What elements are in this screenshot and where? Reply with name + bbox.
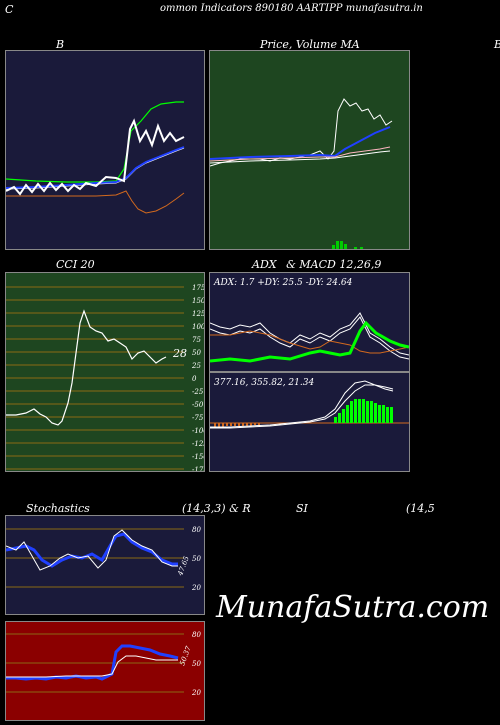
cci-tick-label: -75 bbox=[192, 414, 204, 422]
bollinger-title: B bbox=[56, 38, 65, 51]
price-title-c: MA bbox=[340, 38, 360, 51]
cci-grid bbox=[6, 286, 184, 470]
stoch-panel: 80 50 20 47.65 bbox=[5, 515, 205, 615]
adx-values-text: ADX: 1.7 +DY: 25.5 -DY: 24.64 bbox=[213, 278, 353, 288]
rsi-tick-20: 20 bbox=[191, 689, 201, 697]
watermark: MunafaSutra.com bbox=[216, 590, 490, 625]
rsi-params: (14,5 bbox=[406, 502, 435, 515]
price-title-b: Volume bbox=[295, 38, 337, 51]
stoch-tick-50: 50 bbox=[192, 555, 201, 563]
volume-bars bbox=[332, 241, 363, 249]
rsi-title: SI bbox=[296, 502, 308, 515]
rsi-blue-line bbox=[6, 644, 179, 681]
rsi-value-label: 50.37 bbox=[178, 645, 193, 667]
cci-tick-label: -100 bbox=[192, 427, 204, 435]
rsi-panel: 80 50 20 50.37 bbox=[5, 621, 205, 721]
price-panel bbox=[209, 50, 410, 250]
rsi-tick-50: 50 bbox=[192, 660, 201, 668]
macd-histogram-pos bbox=[334, 399, 393, 423]
cci-tick-label: 125 bbox=[192, 310, 204, 318]
macd-values-text: 377.16, 355.82, 21.34 bbox=[214, 378, 314, 388]
header-left-label: C bbox=[5, 3, 14, 16]
price-title: Price, Volume MA bbox=[260, 38, 360, 51]
cci-tick-label: -50 bbox=[192, 401, 204, 409]
cci-tick-label: -150 bbox=[192, 453, 204, 461]
ma-line-1 bbox=[210, 126, 391, 160]
adx-orange-line bbox=[210, 330, 409, 354]
price-chart bbox=[210, 98, 393, 249]
bollinger-price-line bbox=[6, 118, 185, 196]
stoch-chart: 80 50 20 47.65 bbox=[6, 526, 201, 592]
stoch-d-line bbox=[6, 532, 178, 568]
stoch-tick-80: 80 bbox=[192, 526, 201, 534]
cci-tick-label: 50 bbox=[192, 349, 201, 357]
stoch-tick-20: 20 bbox=[191, 584, 201, 592]
cci-tick-label: -175 bbox=[192, 466, 204, 471]
ma-line-3 bbox=[210, 150, 391, 164]
macd-panel: 377.16, 355.82, 21.34 bbox=[209, 372, 410, 472]
bollinger-lower-band bbox=[6, 190, 185, 214]
cci-tick-label: 150 bbox=[192, 297, 204, 305]
stoch-params: (14,3,3) & R bbox=[182, 502, 251, 515]
adx-green-line bbox=[210, 320, 409, 363]
price-right-label: B bbox=[494, 38, 500, 51]
cci-tick-label: -125 bbox=[192, 440, 204, 448]
cci-chart: 175 150 125 100 75 50 25 0 -25 -50 -75 -100 -125 -150… bbox=[6, 284, 204, 471]
adx-minus-di bbox=[210, 316, 409, 360]
cci-line bbox=[6, 309, 167, 426]
adx-panel: ADX: 1.7 +DY: 25.5 -DY: 24.64 bbox=[209, 272, 410, 372]
ma-line-2 bbox=[210, 146, 391, 162]
macd-signal-line bbox=[210, 384, 394, 429]
stoch-k-line bbox=[6, 529, 178, 571]
adx-chart: ADX: 1.7 +DY: 25.5 -DY: 24.64 bbox=[210, 278, 409, 363]
macd-histogram-neg bbox=[214, 423, 260, 427]
adx-title-b: & MACD 12,26,9 bbox=[286, 258, 382, 271]
macd-chart: 377.16, 355.82, 21.34 bbox=[210, 378, 409, 429]
cci-tick-label: 25 bbox=[191, 362, 201, 370]
rsi-chart: 80 50 20 50.37 bbox=[6, 631, 201, 697]
page-title: ommon Indicators 890180 AARTIPP munafasu… bbox=[160, 3, 423, 14]
rsi-white-line bbox=[6, 655, 178, 678]
cci-title: CCI 20 bbox=[56, 258, 95, 271]
macd-line bbox=[210, 380, 394, 428]
price-title-a: Price, bbox=[260, 38, 293, 51]
bollinger-chart bbox=[6, 101, 185, 214]
cci-value-label: 28 bbox=[172, 347, 187, 360]
bollinger-panel bbox=[5, 50, 205, 250]
cci-panel: 175 150 125 100 75 50 25 0 -25 -50 -75 -100 -125 -150… bbox=[5, 272, 205, 472]
cci-tick-label: 100 bbox=[192, 323, 204, 331]
adx-title-a: ADX bbox=[252, 258, 277, 271]
bollinger-upper-band bbox=[6, 101, 184, 183]
cci-tick-label: 75 bbox=[192, 336, 201, 344]
cci-tick-label: 175 bbox=[192, 284, 204, 292]
stoch-title: Stochastics bbox=[26, 502, 90, 515]
cci-tick-label: 0 bbox=[192, 375, 197, 383]
adx-title: ADX & MACD 12,26,9 bbox=[252, 258, 381, 271]
cci-tick-label: -25 bbox=[192, 388, 204, 396]
cci-tick-labels: 175 150 125 100 75 50 25 0 -25 -50 -75 -100 -125 -150… bbox=[191, 284, 204, 471]
rsi-tick-80: 80 bbox=[192, 631, 201, 639]
adx-plus-di bbox=[210, 312, 409, 356]
